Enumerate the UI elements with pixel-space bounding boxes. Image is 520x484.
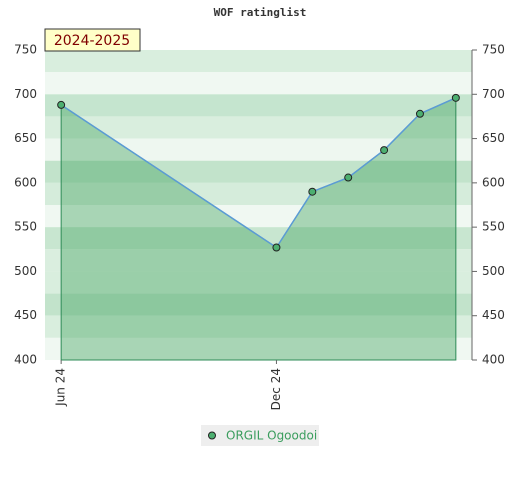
x-tick-label: Jun 24 — [54, 368, 68, 407]
y2-tick-label: 600 — [482, 175, 505, 189]
band — [45, 72, 472, 95]
y2-tick-label: 550 — [482, 220, 505, 234]
y2-tick-label: 650 — [482, 131, 505, 145]
band — [45, 249, 472, 272]
y-tick-label: 700 — [14, 87, 37, 101]
point — [344, 173, 353, 182]
y-tick-label: 450 — [14, 308, 37, 322]
y-tick-label: 550 — [14, 220, 37, 234]
point — [308, 187, 317, 196]
y2-tick-label: 700 — [482, 87, 505, 101]
y-tick-label: 500 — [14, 264, 37, 278]
point — [272, 243, 281, 252]
band — [45, 50, 472, 73]
plot-background — [45, 50, 472, 360]
y2-tick-label: 500 — [482, 264, 505, 278]
band — [45, 94, 472, 117]
band — [45, 271, 472, 294]
point — [380, 146, 389, 155]
legend-label: ORGIL Ogoodoi — [226, 429, 317, 443]
point — [451, 93, 460, 102]
band — [45, 182, 472, 205]
chart-title: WOF ratinglist — [214, 6, 307, 19]
band — [45, 205, 472, 228]
band — [45, 315, 472, 338]
y-tick-label: 400 — [14, 353, 37, 367]
plot — [57, 93, 460, 361]
band — [45, 337, 472, 360]
band — [45, 138, 472, 161]
band — [45, 227, 472, 250]
x-tick-label: Dec 24 — [269, 368, 283, 410]
point — [57, 100, 66, 109]
y-tick-label: 650 — [14, 131, 37, 145]
y2-tick-label: 450 — [482, 308, 505, 322]
y2-tick-label: 750 — [482, 43, 505, 57]
legend — [201, 425, 319, 446]
y2-tick-label: 400 — [482, 353, 505, 367]
band — [45, 116, 472, 139]
y-tick-label: 600 — [14, 175, 37, 189]
band — [45, 160, 472, 183]
annotation: 2024-2025 — [54, 33, 130, 49]
point — [415, 109, 424, 118]
legend-marker — [208, 431, 216, 440]
y-tick-label: 750 — [14, 43, 37, 57]
band — [45, 293, 472, 316]
annotation-box — [44, 28, 141, 52]
